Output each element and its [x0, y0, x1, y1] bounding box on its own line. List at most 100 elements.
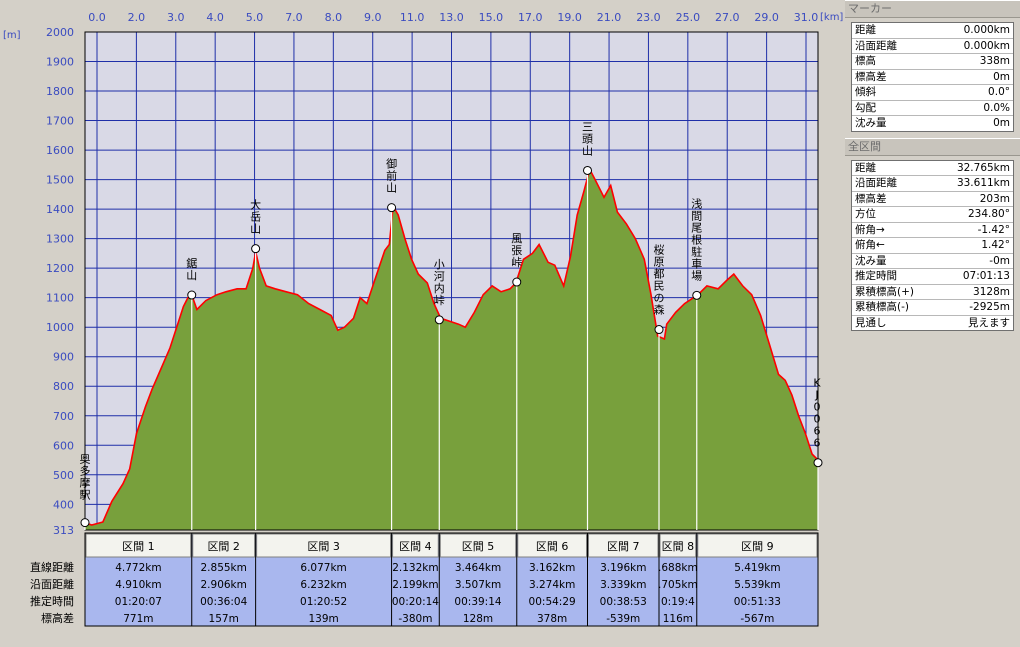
total-label: 距離	[855, 161, 876, 174]
y-tick-label: 800	[53, 380, 74, 393]
plot-frame	[84, 31, 819, 531]
segment-cell-surface: 3.507km	[455, 579, 501, 591]
waypoint-marker	[692, 290, 702, 300]
segment-cell-time: 01:20:07	[115, 596, 162, 608]
total-row: 方位 234.80°	[852, 207, 1013, 223]
waypoint-label-char: 前	[386, 169, 397, 183]
marker-value: 0.0°	[988, 86, 1010, 98]
x-tick-label: 13.0	[439, 11, 464, 24]
marker-value: 0.0%	[983, 101, 1010, 114]
waypoint-label-char: 風	[511, 232, 522, 245]
segment-cell-straight: 2.132km	[392, 562, 438, 574]
segment-header	[659, 533, 697, 558]
segment-cell-straight: 3.162km	[529, 562, 575, 574]
y-tick-label: 1800	[46, 85, 74, 98]
segment-cell-diff: -380m	[398, 613, 432, 625]
x-tick-label: 9.0	[364, 11, 382, 24]
waypoint-label-char: 原	[654, 256, 665, 269]
segment-cell-straight: 2.855km	[201, 562, 247, 574]
x-unit-label: [km]	[820, 12, 843, 23]
marker-row: 沿面距離 0.000km	[852, 39, 1013, 54]
total-row: 見通し 見えます	[852, 316, 1013, 331]
total-value: 203m	[979, 192, 1010, 205]
waypoint-label-char: 多	[80, 464, 91, 478]
segment-header	[256, 533, 392, 558]
x-tick-label: 0.0	[88, 11, 106, 24]
y-tick-label: 2000	[46, 26, 74, 39]
total-label: 俯角←	[855, 239, 885, 251]
total-row: 沈み量 -0m	[852, 254, 1013, 269]
waypoint-label-char: 民	[654, 280, 665, 293]
waypoint-marker	[813, 458, 823, 468]
x-tick-label: 4.0	[206, 11, 224, 24]
marker-row: 傾斜 0.0°	[852, 85, 1013, 101]
waypoint-label-char: 小	[434, 258, 445, 271]
total-label: 俯角→	[855, 223, 885, 236]
segment-header	[392, 533, 439, 558]
segment-cell-time: 01:20:52	[300, 596, 347, 608]
total-row: 標高差 203m	[852, 192, 1013, 207]
segment-cell-surface: 2.199km	[392, 579, 438, 591]
x-tick-label: 15.0	[479, 11, 504, 24]
segment-row-label: 標高差	[41, 611, 74, 625]
waypoint-label-char: J	[814, 389, 818, 402]
y-tick-label: 1000	[46, 321, 74, 334]
segment-cell-surface: 3.274km	[529, 579, 575, 591]
waypoint-label-char: 森	[654, 303, 665, 317]
segment-cell-diff: 139m	[308, 613, 338, 625]
waypoint-marker	[387, 203, 397, 213]
y-tick-label: 1100	[46, 292, 74, 305]
total-row: 俯角← 1.42°	[852, 238, 1013, 254]
y-tick-label: 400	[53, 498, 74, 511]
segment-cell-diff: 116m	[663, 613, 693, 625]
waypoint-label-char: 桜	[654, 243, 665, 257]
total-panel-title: 全区間	[845, 137, 1020, 156]
segment-cell-surface: 4.910km	[115, 579, 161, 591]
waypoint-marker	[583, 165, 593, 175]
waypoint-label-char: 内	[434, 281, 445, 295]
total-value: 見えます	[968, 316, 1010, 329]
waypoint-label-char: 0	[814, 401, 821, 414]
waypoint-label-char: 山	[250, 223, 261, 236]
marker-label: 勾配	[855, 101, 876, 114]
total-label: 累積標高(+)	[855, 285, 914, 298]
waypoint-label-char: 鋸	[186, 256, 197, 270]
marker-row: 勾配 0.0%	[852, 101, 1013, 116]
x-tick-label: 27.0	[715, 11, 740, 24]
x-tick-label: 3.0	[167, 11, 185, 24]
segment-cell-time: 00:20:14	[392, 596, 439, 608]
waypoint-marker	[512, 277, 522, 287]
total-value: 1.42°	[981, 239, 1010, 251]
waypoint-label-char: 駅	[80, 489, 91, 502]
marker-label: 沿面距離	[855, 39, 897, 52]
marker-row: 距離 0.000km	[852, 23, 1013, 39]
marker-label: 沈み量	[855, 117, 887, 129]
x-tick-label: 21.0	[597, 11, 622, 24]
segment-name: 区間 6	[536, 540, 569, 553]
x-tick-label: 2.0	[128, 11, 146, 24]
side-panel: マーカー 距離 0.000km 沿面距離 0.000km 標高 338m 標高差 0m 傾斜 0.…	[845, 0, 1020, 647]
total-label: 沈み量	[855, 254, 887, 267]
waypoint-label-char: 6	[814, 437, 821, 450]
y-tick-label: 700	[53, 410, 74, 423]
total-label: 推定時間	[855, 270, 897, 282]
y-tick-label: 313	[53, 524, 74, 537]
elevation-profile-chart[interactable]: 2000 1900 1800 1700 1600 1500 1400 1300 1200 1100…	[0, 0, 845, 647]
segment-cell-time: 00:54:29	[529, 596, 576, 608]
total-row: 累積標高(-) -2925m	[852, 300, 1013, 316]
y-tick-label: 1200	[46, 262, 74, 275]
y-tick-label: 500	[53, 469, 74, 482]
segment-header	[192, 533, 256, 558]
y-tick-label: 900	[53, 351, 74, 364]
waypoint-label-char: 奥	[80, 452, 91, 466]
waypoint-label-char: 峠	[511, 255, 522, 269]
marker-label: 標高	[855, 55, 876, 67]
marker-label: 距離	[855, 24, 876, 36]
waypoint-label-char: 間	[691, 209, 702, 222]
segment-cell-surface: 2.906km	[201, 579, 247, 591]
segment-row-label: 推定時間	[30, 594, 74, 608]
x-tick-label: 11.0	[400, 11, 425, 24]
total-value: 33.611km	[956, 177, 1010, 189]
total-label: 方位	[855, 208, 876, 220]
waypoint-label-char: 摩	[80, 476, 91, 490]
